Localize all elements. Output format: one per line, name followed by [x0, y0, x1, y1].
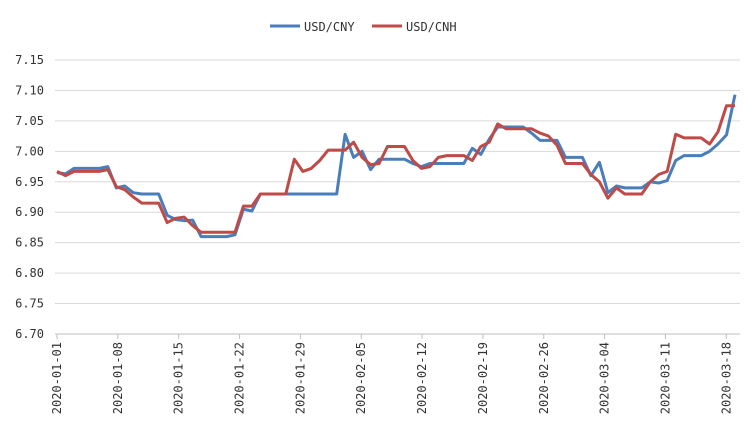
x-tick-label: 2020-01-15	[172, 342, 186, 414]
x-tick-label: 2020-01-08	[111, 342, 125, 414]
x-tick-label: 2020-02-26	[537, 342, 551, 414]
series-line-usd-cny	[56, 94, 737, 239]
x-tick-label: 2020-02-05	[354, 342, 368, 414]
x-tick-label: 2020-01-22	[233, 342, 247, 414]
y-tick-label: 7.05	[15, 114, 44, 128]
y-axis: 6.70 6.75 6.80 6.85 6.90 6.95 7.00 7.05 7.10 7.15	[15, 53, 44, 341]
x-tick-label: 2020-02-12	[415, 342, 429, 414]
y-tick-label: 6.75	[15, 297, 44, 311]
y-tick-label: 7.00	[15, 144, 44, 158]
x-tick-label: 2020-03-18	[719, 342, 733, 414]
y-tick-label: 7.15	[15, 53, 44, 67]
legend-label: USD/CNY	[304, 20, 355, 34]
y-tick-label: 6.90	[15, 205, 44, 219]
x-tick-label: 2020-03-11	[658, 342, 672, 414]
legend: USD/CNY USD/CNH	[270, 20, 457, 34]
legend-label: USD/CNH	[406, 20, 457, 34]
y-tick-label: 6.85	[15, 236, 44, 250]
x-axis: 2020-01-01 2020-01-08 2020-01-15 2020-01-22…	[50, 334, 733, 414]
x-tick-label: 2020-02-19	[476, 342, 490, 414]
gridlines	[55, 59, 740, 335]
x-tick-label: 2020-01-29	[293, 342, 307, 414]
x-tick-label: 2020-01-01	[50, 342, 64, 414]
y-tick-label: 6.80	[15, 266, 44, 280]
series-lines	[56, 94, 737, 239]
x-tick-label: 2020-03-04	[598, 342, 612, 414]
y-tick-label: 7.10	[15, 83, 44, 97]
y-tick-label: 6.95	[15, 175, 44, 189]
series-line-usd-cnh	[56, 104, 735, 234]
y-tick-label: 6.70	[15, 327, 44, 341]
